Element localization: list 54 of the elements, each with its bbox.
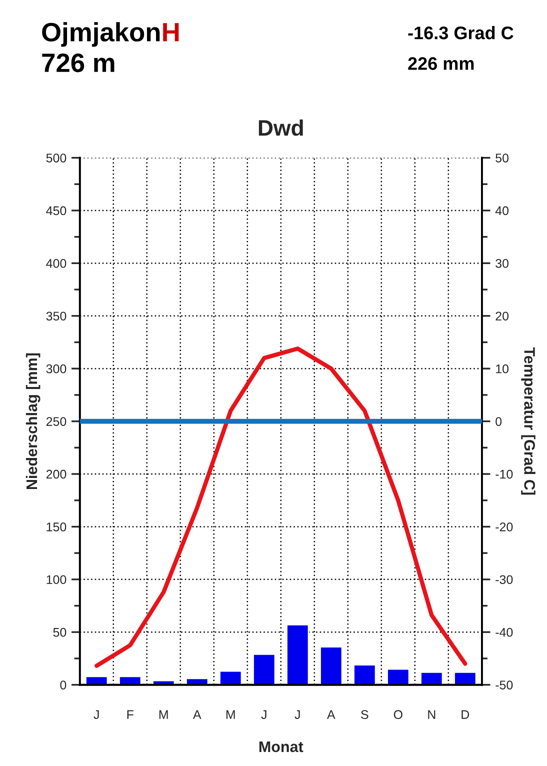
y2-tick-label: -20 (496, 522, 513, 532)
text: H (163, 23, 179, 42)
x-tick-label: S (361, 710, 368, 719)
bar (85, 676, 108, 685)
x-tick-label: M (159, 710, 168, 719)
y-tick-label: 50 (53, 628, 66, 637)
y2-tick-label: 0 (496, 417, 502, 426)
y2-tick-label: -50 (496, 680, 513, 690)
text: 726 m (42, 54, 114, 72)
y-tick-label: 100 (46, 575, 66, 584)
x-tick-label: O (394, 710, 402, 719)
y-tick-label: 200 (46, 470, 66, 479)
x-tick-label: J (294, 710, 300, 719)
bar (118, 676, 142, 685)
y2-tick-label: 50 (496, 154, 509, 162)
y-tick-label: 500 (46, 154, 66, 162)
bar (386, 668, 410, 685)
y2-tick-label: -10 (496, 470, 513, 479)
bar (353, 664, 376, 685)
x-tick-label: F (127, 710, 134, 719)
chart-title: Dwd (258, 119, 303, 136)
bar (219, 670, 242, 685)
y2-tick-label: -40 (496, 628, 513, 637)
x-tick-label: A (192, 710, 202, 719)
y2-tick-label: 10 (496, 364, 509, 374)
x-tick-label: J (261, 710, 266, 719)
y2-tick-label: 40 (495, 206, 509, 216)
y2-tick-label: 30 (496, 259, 509, 268)
y-tick-label: 350 (46, 312, 66, 321)
text: Ojmjakon (42, 22, 160, 47)
x-tick-label: D (462, 710, 470, 719)
x-axis-title: Monat (259, 741, 304, 752)
text: 226 mm (408, 57, 474, 70)
bar (320, 646, 343, 685)
bar (286, 624, 310, 685)
x-tick-label: A (326, 710, 336, 719)
y-tick-label: 250 (46, 417, 66, 426)
y-tick-label: 150 (46, 522, 66, 532)
bar (420, 671, 444, 685)
x-tick-label: M (226, 710, 235, 719)
x-tick-label: J (94, 710, 99, 719)
y-axis-title: Niederschlag [mm] (26, 353, 40, 490)
bar (454, 671, 477, 685)
y2-tick-label: -30 (496, 575, 513, 584)
y2-tick-label: 20 (496, 312, 509, 321)
y-tick-label: 0 (60, 680, 66, 690)
y-tick-label: 400 (46, 259, 66, 268)
x-tick-label: N (428, 710, 436, 719)
y-tick-label: 300 (46, 364, 66, 374)
line-series (94, 346, 468, 668)
y-tick-label: 450 (46, 206, 66, 216)
y2-axis-title: Temperatur [Grad C] (521, 347, 536, 495)
text: -16.3 Grad C (408, 26, 514, 40)
bar (252, 654, 276, 685)
